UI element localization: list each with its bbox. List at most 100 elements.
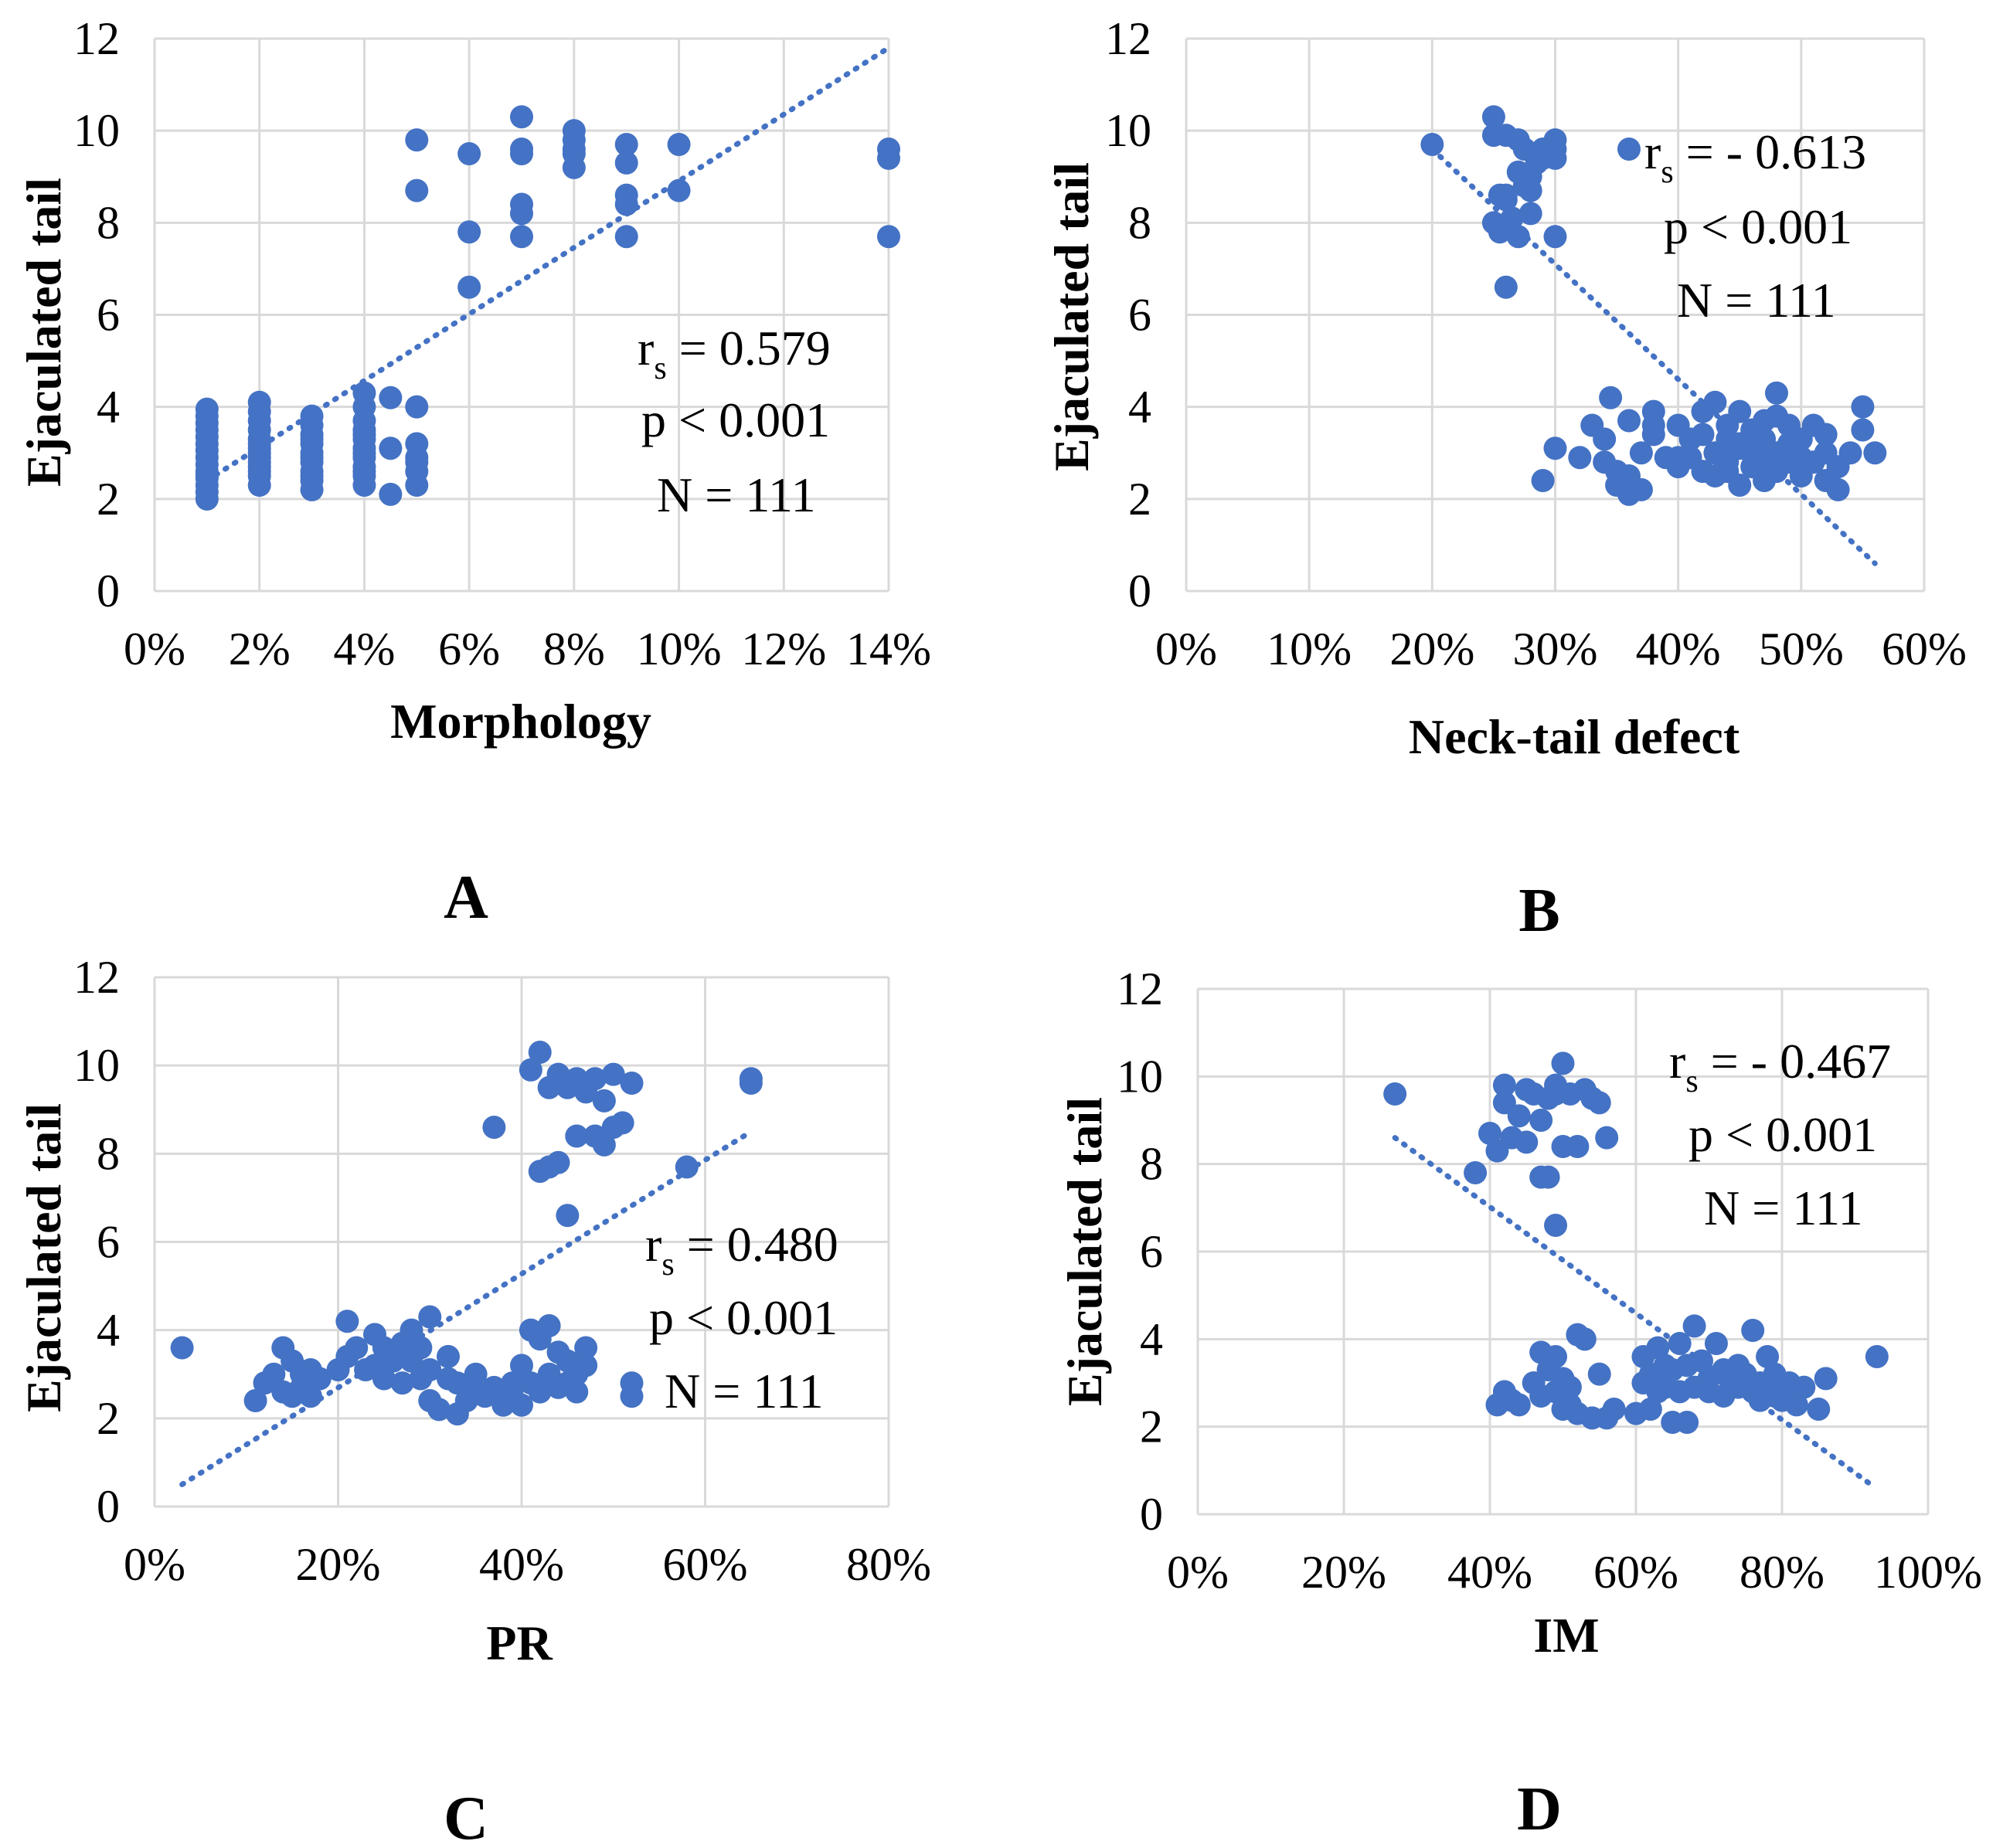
data-point-d: [1573, 1327, 1597, 1351]
data-point-b: [1599, 386, 1623, 409]
data-point-b: [1518, 165, 1542, 189]
data-point-c: [308, 1367, 332, 1391]
data-point-a: [614, 151, 638, 175]
data-point-d: [1690, 1349, 1714, 1373]
panel-label-a: A: [444, 864, 488, 932]
panel-d-chart: 0 2 4 6 8 10 12 0% 20% 40% 60% 80% 100% Ejaculated …: [1057, 963, 1982, 1843]
data-point-c: [739, 1067, 763, 1091]
data-point-a: [667, 178, 691, 202]
x-tick-label-d: 20%: [1301, 1547, 1386, 1598]
data-point-c: [445, 1371, 469, 1395]
data-point-c: [381, 1349, 405, 1373]
stat-r-prefix-a: r: [638, 321, 654, 375]
stat-r-sub-a: s: [654, 351, 666, 386]
data-point-c: [620, 1072, 644, 1095]
x-tick-label-b: 60%: [1882, 623, 1967, 674]
data-point-d: [1529, 1109, 1553, 1132]
data-point-b: [1543, 138, 1567, 161]
x-axis-label-a: Morphology: [390, 694, 651, 749]
data-point-d: [1507, 1393, 1531, 1417]
data-point-d: [1646, 1336, 1670, 1360]
x-tick-label-b: 30%: [1513, 623, 1598, 674]
data-point-a: [457, 141, 481, 165]
trendline-c: [179, 1129, 754, 1487]
data-point-b: [1789, 446, 1813, 470]
x-tick-label-b: 20%: [1389, 623, 1474, 674]
x-tick-label-b: 50%: [1759, 623, 1844, 674]
data-point-d: [1566, 1135, 1590, 1158]
data-point-d: [1587, 1362, 1611, 1386]
x-tick-label-a: 14%: [846, 623, 931, 674]
panel-label-d: D: [1517, 1775, 1562, 1843]
x-tick-label-c: 60%: [663, 1539, 748, 1590]
data-point-a: [247, 432, 271, 456]
x-tick-label-d: 80%: [1739, 1547, 1824, 1598]
data-point-a: [405, 395, 429, 419]
grid-d: [1196, 987, 1930, 1516]
data-point-a: [405, 128, 429, 152]
trendline-c: [179, 1129, 754, 1487]
panel-label-b: B: [1518, 877, 1559, 945]
data-point-c: [556, 1204, 580, 1228]
data-point-a: [300, 446, 324, 470]
data-point-a: [877, 138, 900, 161]
panel-label-c: C: [444, 1785, 488, 1848]
data-point-a: [510, 192, 533, 216]
panel-b-chart: 0 2 4 6 8 10 12 0% 10% 20% 30% 40% 50% 60% Ejaculate…: [1044, 13, 1967, 945]
data-point-c: [427, 1398, 451, 1422]
y-tick-label-b: 2: [1128, 474, 1151, 525]
data-point-b: [1728, 399, 1752, 423]
data-point-c: [610, 1111, 634, 1135]
x-tick-label-a: 0%: [124, 623, 185, 674]
y-tick-label-c: 0: [97, 1481, 120, 1532]
data-point-a: [247, 390, 271, 414]
y-tick-label-b: 10: [1105, 105, 1151, 156]
data-point-c: [243, 1389, 267, 1412]
y-axis-label-a: Ejaculated tail: [16, 178, 71, 487]
data-point-b: [1838, 441, 1862, 465]
y-tick-label-a: 12: [73, 13, 120, 64]
data-point-b: [1851, 418, 1875, 442]
x-tick-label-d: 60%: [1593, 1547, 1678, 1598]
data-point-d: [1675, 1411, 1699, 1434]
y-tick-label-a: 6: [97, 290, 120, 341]
panel-a-chart: 0 2 4 6 8 10 12 0% 2% 4% 6% 8% 10% 12% 14% Ejaculated…: [16, 13, 931, 932]
panel-c-chart: 0 2 4 6 8 10 12 0% 20% 40% 60% 80% Ejaculated tail…: [16, 952, 931, 1848]
data-point-b: [1593, 450, 1617, 474]
data-point-a: [405, 450, 429, 474]
data-point-d: [1478, 1122, 1501, 1145]
x-tick-label-d: 40%: [1447, 1547, 1532, 1598]
data-point-d: [1814, 1367, 1838, 1391]
data-point-c: [298, 1384, 322, 1408]
y-tick-label-d: 6: [1140, 1226, 1163, 1277]
y-ticks-d: 0 2 4 6 8 10 12: [1117, 963, 1163, 1540]
y-tick-label-d: 8: [1140, 1139, 1163, 1190]
data-point-a: [510, 138, 533, 161]
data-point-d: [1784, 1393, 1808, 1417]
data-point-c: [335, 1310, 359, 1333]
data-point-d: [1383, 1082, 1407, 1106]
data-point-b: [1691, 423, 1715, 447]
x-tick-label-d: 0%: [1167, 1547, 1229, 1598]
data-point-c: [574, 1354, 598, 1378]
x-ticks-b: 0% 10% 20% 30% 40% 50% 60%: [1155, 623, 1967, 674]
data-point-c: [620, 1384, 644, 1408]
data-point-b: [1728, 432, 1752, 456]
stat-n-a: N = 111: [657, 467, 816, 522]
data-point-a: [510, 105, 533, 129]
stat-r-prefix-b: r: [1644, 124, 1661, 179]
data-point-c: [675, 1155, 699, 1179]
points-d: [1383, 1051, 1889, 1434]
data-point-d: [1551, 1051, 1575, 1075]
data-point-a: [457, 220, 481, 244]
data-point-b: [1814, 423, 1838, 447]
stats-box-b: rs = - 0.613 p < 0.001 N = 111: [1644, 124, 1866, 328]
data-point-c: [583, 1067, 607, 1091]
data-point-b: [1666, 446, 1690, 470]
data-point-c: [418, 1305, 442, 1329]
data-point-a: [379, 437, 403, 460]
y-tick-label-a: 0: [97, 566, 120, 617]
data-point-c: [464, 1362, 488, 1386]
stat-r-prefix-d: r: [1669, 1034, 1685, 1089]
data-point-c: [409, 1336, 433, 1360]
